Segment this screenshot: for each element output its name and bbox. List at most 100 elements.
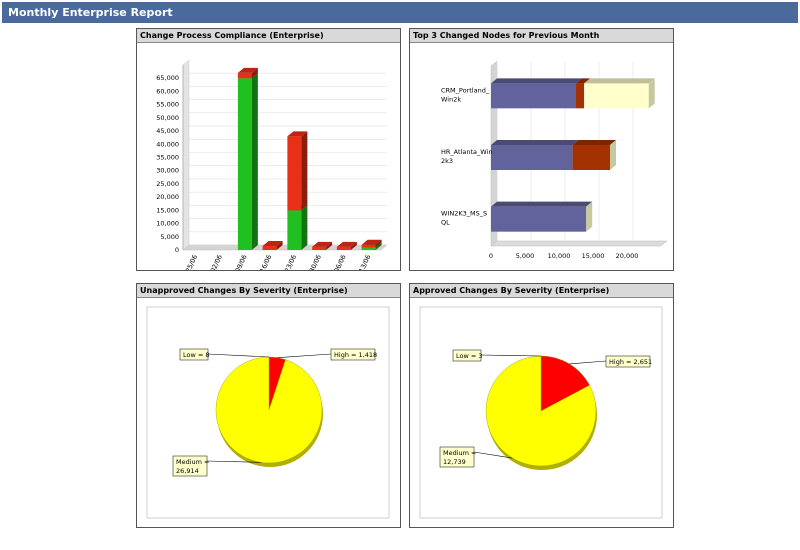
chart-floor [490, 240, 668, 247]
bar-segment-top [312, 241, 333, 247]
pie-label-line: Medium = [443, 449, 477, 457]
y-tick-label: 35,000 [156, 154, 179, 162]
bar-segment-top [361, 239, 382, 245]
bar-segment-front [576, 83, 585, 109]
bar-segment-side [251, 73, 258, 250]
bar-end-cap [586, 201, 593, 232]
compliance-panel-title: Change Process Compliance (Enterprise) [137, 29, 400, 43]
x-tick-label: 10/02/06 [204, 253, 224, 270]
x-tick-label: 0 [489, 252, 493, 260]
y-tick-label: 0 [175, 246, 179, 254]
bar-segment-top [336, 241, 357, 247]
pie-label: Low = 3 [456, 352, 483, 360]
y-tick-label: 15,000 [156, 206, 179, 214]
x-tick-label: 10/09/06 [229, 253, 249, 270]
approved-panel: Approved Changes By Severity (Enterprise… [409, 283, 674, 528]
pie-label-line: 26,914 [176, 467, 199, 475]
x-tick-label: 11/06/06 [328, 253, 348, 270]
y-tick-label-line: HR_Atlanta_Win [441, 148, 492, 156]
bar-segment-top [576, 78, 591, 84]
y-tick-label: 30,000 [156, 167, 179, 175]
pie-label: Low = 8 [183, 351, 210, 359]
top-nodes-panel: Top 3 Changed Nodes for Previous Month 0… [409, 28, 674, 271]
pie-leader-line [480, 354, 542, 357]
y-tick-label: 20,000 [156, 193, 179, 201]
top-nodes-panel-title: Top 3 Changed Nodes for Previous Month [410, 29, 673, 43]
approved-pie-chart: Low = 3 High = 2,651 Medium = 12,739 [419, 306, 663, 519]
y-tick-label-line: QL [441, 219, 450, 227]
bar-segment-front [287, 210, 302, 250]
pie-slice [485, 355, 597, 467]
pie-leader-line [206, 460, 261, 463]
y-tick-label-line: 2k3 [441, 157, 453, 165]
bar-segment-side [301, 205, 308, 250]
bar-segment-side [251, 67, 258, 79]
bar-segment-front [262, 246, 277, 250]
pie-label: Medium = 12,739 [443, 449, 477, 466]
y-tick-label-line: WIN2K3_MS_S [441, 210, 487, 218]
unapproved-panel: Unapproved Changes By Severity (Enterpri… [136, 283, 401, 528]
bar-segment-side [276, 241, 283, 250]
y-tick-label: 25,000 [156, 180, 179, 188]
bar-segment-front [361, 244, 376, 248]
bar-segment-front [237, 72, 252, 79]
pie-label-line: 12,739 [443, 458, 466, 466]
bar-segment-front [287, 136, 302, 211]
bar-segment-front [361, 247, 376, 250]
top-nodes-bar-chart: 0 5,000 10,000 15,000 20,000 CRM_Portland_ Win… [441, 60, 668, 260]
pie-label: High = 1,418 [334, 351, 377, 359]
bar-segment-front [491, 206, 587, 232]
x-tick-label: 10/23/06 [279, 253, 299, 270]
y-tick-label: WIN2K3_MS_S QL [441, 210, 487, 227]
compliance-panel: Change Process Compliance (Enterprise) 0… [136, 28, 401, 271]
y-tick-label: 65,000 [156, 74, 179, 82]
unapproved-pie-chart: Low = 8 High = 1,418 Medium = 26,914 [146, 306, 390, 519]
bar-segment-top [584, 78, 655, 84]
bar-segment-front [237, 78, 252, 250]
y-tick-label: HR_Atlanta_Win 2k3 [441, 148, 492, 165]
bar-end-cap [610, 140, 616, 170]
report-header: Monthly Enterprise Report [2, 2, 798, 23]
bar-segment-front [491, 83, 576, 109]
x-tick-label: 10,000 [548, 252, 571, 260]
x-tick-label: 10/16/06 [254, 253, 274, 270]
compliance-bar-chart: 0 5,000 10,000 15,000 20,000 25,000 30,000 35,0… [156, 59, 388, 270]
pie-leader-line [569, 360, 607, 365]
pie-leader-line [277, 353, 332, 358]
bar-segment-front [491, 145, 573, 170]
bar-segment-top [262, 241, 283, 247]
bar-segment-top [237, 67, 258, 73]
y-tick-label: 50,000 [156, 114, 179, 122]
pie-label: Medium = 26,914 [176, 458, 210, 475]
x-tick-label: 5,000 [516, 252, 535, 260]
x-tick-label: 09/25/06 [180, 253, 200, 270]
bar-segment-side [326, 241, 333, 250]
y-tick-label-line: Win2k [441, 95, 461, 103]
y-tick-label: 10,000 [156, 220, 179, 228]
bar-segment-top [572, 140, 616, 145]
bar-segment-side [350, 241, 357, 250]
x-tick-label: 11/13/06 [353, 253, 373, 270]
chart-floor [182, 244, 388, 251]
y-tick-label: CRM_Portland_ Win2k [441, 86, 490, 103]
pie-label-line: Medium = [176, 458, 210, 466]
bar-segment-front [584, 83, 649, 109]
bar-segment-top [491, 201, 593, 207]
x-tick-label: 10/30/06 [303, 253, 323, 270]
pie-label-box [439, 446, 475, 468]
bar-segment-side [375, 239, 382, 248]
pie-label-box [605, 355, 651, 368]
y-tick-label-line: CRM_Portland_ [441, 86, 490, 94]
y-tick-label: 40,000 [156, 140, 179, 148]
pie-leader-line [207, 353, 270, 358]
y-tick-label: 60,000 [156, 87, 179, 95]
pie-label-box [172, 455, 208, 477]
pie-label-box [452, 349, 482, 362]
bar-end-cap [648, 78, 655, 109]
x-tick-label: 20,000 [616, 252, 639, 260]
pie-label-box [330, 348, 376, 361]
pie-leader-line [473, 451, 513, 459]
chart-side-wall [182, 59, 190, 251]
pie-label: High = 2,651 [609, 358, 652, 366]
bar-segment-front [572, 145, 610, 170]
